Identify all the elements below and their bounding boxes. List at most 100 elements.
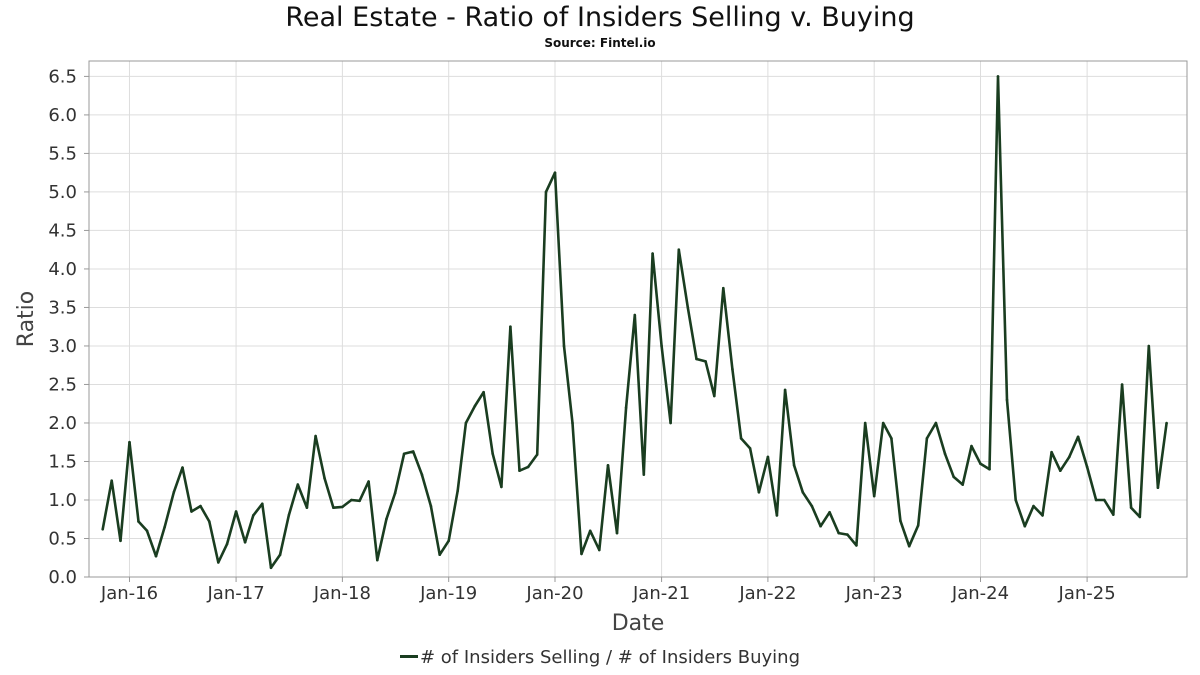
data-point — [1023, 524, 1027, 528]
data-point — [464, 421, 468, 425]
data-point — [1068, 455, 1071, 459]
plot-frame — [88, 60, 1188, 578]
data-point — [456, 489, 460, 493]
data-point — [943, 452, 947, 456]
data-point — [350, 498, 353, 502]
data-point — [624, 406, 628, 409]
data-point — [633, 313, 637, 317]
y-tick-label: 1.5 — [48, 451, 77, 472]
data-point — [925, 437, 929, 440]
data-point — [411, 450, 415, 453]
data-point — [1138, 515, 1142, 519]
y-axis-title: Ratio — [14, 291, 39, 347]
data-point — [731, 367, 734, 371]
x-tick-label: Jan-21 — [632, 583, 690, 604]
data-point — [748, 447, 752, 450]
data-point — [243, 541, 247, 544]
data-point — [562, 344, 566, 348]
data-point — [438, 553, 442, 556]
data-point — [660, 344, 663, 348]
data-point — [571, 421, 574, 425]
data-point — [137, 520, 140, 523]
y-tick-label: 1.0 — [48, 490, 77, 511]
data-point — [651, 252, 654, 255]
data-point — [1094, 498, 1098, 502]
y-tick-label: 6.0 — [48, 105, 77, 126]
data-point — [801, 491, 805, 494]
data-point — [890, 437, 893, 440]
data-point — [393, 491, 397, 495]
y-tick-label: 0.5 — [48, 528, 77, 549]
data-point — [739, 437, 743, 440]
data-point — [341, 505, 344, 509]
x-tick-label: Jan-25 — [1058, 583, 1116, 604]
chart-subtitle: Source: Fintel.io — [544, 36, 656, 50]
data-point — [952, 475, 955, 479]
data-point — [695, 357, 698, 361]
data-point — [766, 455, 770, 459]
data-point — [642, 473, 646, 476]
x-axis-title: Date — [612, 611, 665, 636]
data-point — [385, 517, 388, 521]
data-point — [278, 553, 282, 556]
legend-line-swatch — [399, 654, 418, 658]
data-point — [332, 506, 335, 510]
axis-ticks: 0.0 0.5 1.0 1.5 2.0 2.5 3.0 3.5 4.0 4.5 5.0 5.5 6.0 6… — [48, 66, 1115, 604]
data-point — [482, 390, 485, 394]
data-point — [677, 248, 681, 251]
data-point — [1147, 344, 1151, 348]
data-point — [881, 421, 885, 425]
data-point — [713, 394, 716, 398]
data-point — [163, 525, 166, 529]
data-point — [1085, 465, 1089, 469]
data-point — [535, 453, 539, 456]
data-point — [1120, 383, 1124, 386]
data-point — [1076, 435, 1080, 439]
data-point — [420, 473, 424, 476]
data-point — [704, 360, 707, 363]
data-point — [402, 452, 406, 456]
data-point — [199, 504, 202, 508]
data-point — [217, 561, 220, 564]
data-point — [580, 552, 583, 556]
data-point — [855, 544, 858, 547]
data-point — [190, 510, 193, 513]
data-point — [252, 514, 255, 517]
data-point — [1156, 486, 1160, 490]
data-point — [234, 510, 238, 513]
data-point — [606, 464, 610, 467]
data-point — [988, 467, 991, 471]
data-point — [669, 421, 672, 425]
data-point — [934, 421, 938, 425]
x-tick-label: Jan-19 — [419, 583, 477, 604]
data-point — [269, 566, 273, 570]
x-tick-label: Jan-17 — [207, 583, 265, 604]
data-point — [979, 462, 982, 466]
data-point — [314, 434, 317, 438]
data-point — [1041, 514, 1044, 517]
legend-label: # of Insiders Selling / # of Insiders Bu… — [419, 647, 801, 668]
data-point — [376, 558, 379, 562]
y-tick-label: 0.0 — [48, 567, 77, 588]
data-point — [757, 491, 761, 494]
data-point — [553, 171, 557, 174]
data-point — [181, 466, 184, 469]
data-point — [722, 286, 725, 290]
y-tick-label: 5.0 — [48, 182, 77, 203]
data-point — [1005, 398, 1009, 402]
data-point — [110, 479, 113, 483]
data-point — [296, 483, 300, 486]
series-line — [101, 75, 1168, 570]
data-point — [819, 524, 822, 528]
data-point — [783, 388, 787, 392]
data-point — [828, 511, 831, 514]
x-tick-label: Jan-24 — [951, 583, 1009, 604]
data-point — [1103, 498, 1106, 502]
legend[interactable]: # of Insiders Selling / # of Insiders Bu… — [0, 647, 1200, 668]
data-point — [305, 506, 309, 510]
data-point — [837, 531, 840, 535]
data-point — [907, 544, 911, 548]
data-point — [518, 469, 521, 473]
data-point — [323, 477, 326, 480]
